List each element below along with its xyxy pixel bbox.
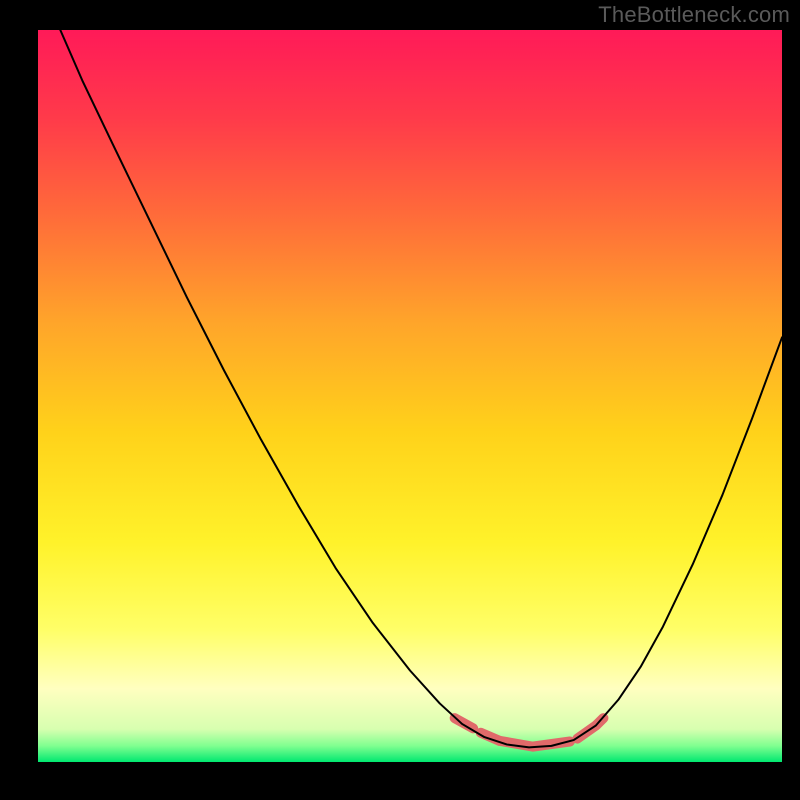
watermark-text: TheBottleneck.com: [598, 2, 790, 28]
bottleneck-chart: TheBottleneck.com: [0, 0, 800, 800]
chart-svg: [0, 0, 800, 800]
